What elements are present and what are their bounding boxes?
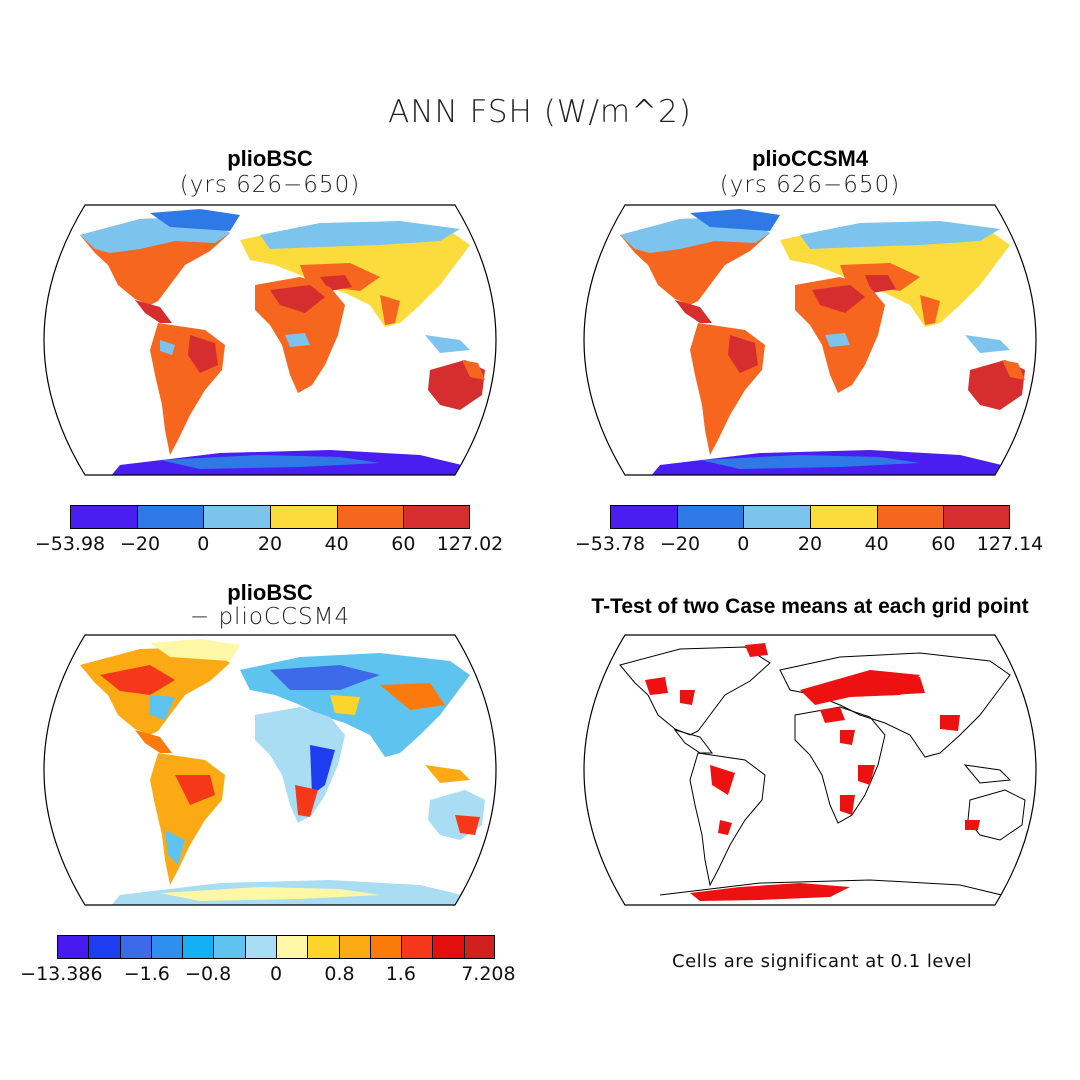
colorbar-tick-label: 40 <box>324 533 349 555</box>
significance-note: Cells are significant at 0.1 level <box>672 951 973 972</box>
colorbar-tick-label: 0.8 <box>324 963 355 985</box>
panel1-subtitle: (yrs 626−650) <box>179 172 361 198</box>
map-panel-1 <box>43 204 497 476</box>
colorbar-tick-label: −1.6 <box>123 963 170 985</box>
colorbar-tick-label: 20 <box>797 533 823 555</box>
colorbar-segment <box>463 935 495 959</box>
colorbar-tick-label: 0 <box>737 533 750 555</box>
colorbar-panel-2 <box>610 505 1010 529</box>
colorbar-segment <box>743 505 811 529</box>
colorbar-tick-label: 0 <box>197 533 210 555</box>
colorbar-segment <box>943 505 1010 529</box>
colorbar-segment <box>119 935 152 959</box>
colorbar-segment <box>270 505 338 529</box>
colorbar-tick-label: 20 <box>257 533 283 555</box>
panel3-subtitle: − plioCCSM4 <box>189 604 351 630</box>
colorbar-segment <box>88 935 121 959</box>
colorbar-tick-label: −0.8 <box>185 963 232 985</box>
colorbar-segment <box>57 935 90 959</box>
colorbar-segment <box>810 505 878 529</box>
colorbar-tick-label: 127.14 <box>976 533 1044 555</box>
colorbar-segment <box>182 935 215 959</box>
colorbar-segment <box>876 505 945 529</box>
significant-cells <box>645 643 980 901</box>
panel2-subtitle: (yrs 626−650) <box>719 172 901 198</box>
colorbar-panel-3 <box>57 935 495 959</box>
colorbar-segment <box>403 505 470 529</box>
colorbar-tick-label: 60 <box>391 533 416 555</box>
colorbar-segment <box>276 935 309 959</box>
panel4-title: T-Test of two Case means at each grid po… <box>591 595 1029 618</box>
colorbar-segment <box>432 935 465 959</box>
colorbar-segment <box>610 505 678 529</box>
colorbar-tick-label: −53.98 <box>34 533 106 555</box>
map-panel-3 <box>43 634 497 906</box>
colorbar-tick-label: −13.386 <box>20 963 103 985</box>
colorbar-tick-label: 127.02 <box>436 533 504 555</box>
colorbar-tick-label: −20 <box>659 533 701 555</box>
colorbar-segment <box>338 935 371 959</box>
colorbar-tick-label: −20 <box>119 533 161 555</box>
colorbar-segment <box>244 935 277 959</box>
colorbar-tick-label: 1.6 <box>385 963 416 985</box>
panel3-title: plioBSC <box>227 580 313 605</box>
map-panel-2 <box>583 204 1037 476</box>
colorbar-segment <box>213 935 246 959</box>
colorbar-segment <box>336 505 405 529</box>
colorbar-segment <box>307 935 340 959</box>
colorbar-tick-label: 60 <box>931 533 956 555</box>
colorbar-segment <box>401 935 434 959</box>
panel1-title: plioBSC <box>227 146 313 171</box>
panel2-title: plioCCSM4 <box>751 146 869 171</box>
colorbar-segment <box>150 935 184 959</box>
colorbar-segment <box>70 505 138 529</box>
colorbar-panel-1 <box>70 505 470 529</box>
colorbar-tick-label: −53.78 <box>574 533 646 555</box>
colorbar-tick-label: 7.208 <box>461 963 516 985</box>
map-panel-4 <box>583 634 1037 906</box>
colorbar-segment <box>676 505 745 529</box>
colorbar-tick-label: 0 <box>269 963 283 985</box>
colorbar-segment <box>369 935 403 959</box>
colorbar-tick-label: 40 <box>864 533 889 555</box>
colorbar-segment <box>203 505 271 529</box>
colorbar-segment <box>136 505 205 529</box>
figure-title: ANN FSH (W/m^2) <box>388 94 692 130</box>
